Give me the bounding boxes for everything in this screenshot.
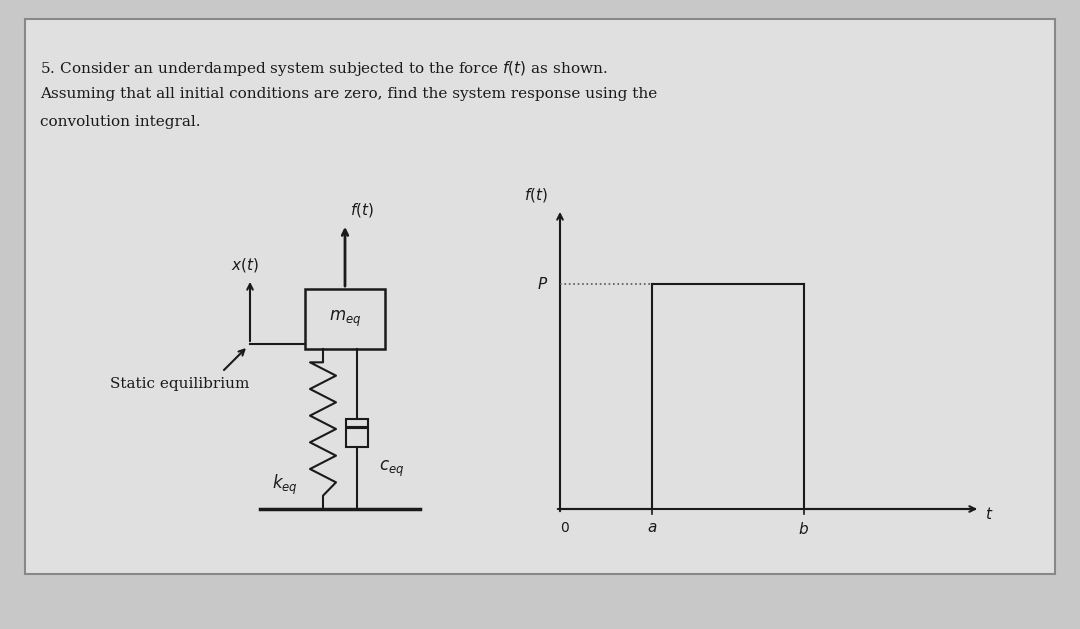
Text: $0$: $0$ xyxy=(561,521,570,535)
Text: $m_{eq}$: $m_{eq}$ xyxy=(328,309,361,329)
Text: convolution integral.: convolution integral. xyxy=(40,115,201,129)
Text: $a$: $a$ xyxy=(647,521,658,535)
Text: Static equilibrium: Static equilibrium xyxy=(110,377,249,391)
Text: 5. Consider an underdamped system subjected to the force $f(t)$ as shown.: 5. Consider an underdamped system subjec… xyxy=(40,59,608,78)
Text: $f(t)$: $f(t)$ xyxy=(524,186,548,204)
Bar xyxy=(346,419,368,447)
Text: $c_{eq}$: $c_{eq}$ xyxy=(379,459,404,479)
Text: $t$: $t$ xyxy=(985,506,994,522)
Text: $x(t)$: $x(t)$ xyxy=(231,256,259,274)
Text: $b$: $b$ xyxy=(798,521,809,537)
Bar xyxy=(305,289,384,349)
Bar xyxy=(25,19,1055,574)
Text: $f(t)$: $f(t)$ xyxy=(350,201,374,219)
Text: $P$: $P$ xyxy=(537,276,548,292)
Text: Assuming that all initial conditions are zero, find the system response using th: Assuming that all initial conditions are… xyxy=(40,87,658,101)
Text: $k_{eq}$: $k_{eq}$ xyxy=(272,473,298,497)
